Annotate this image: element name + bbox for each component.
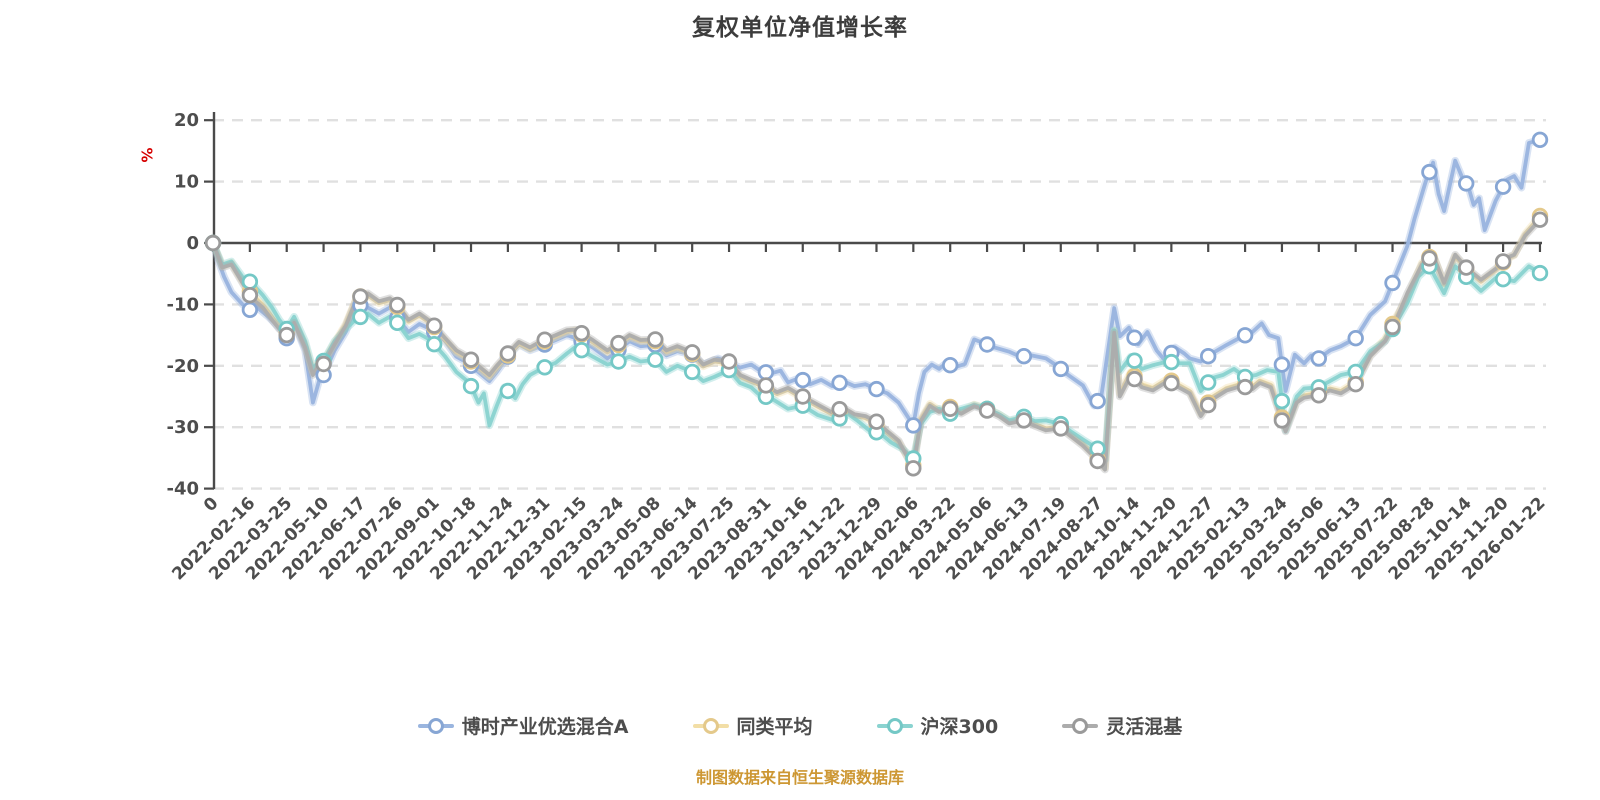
legend-label: 沪深300 bbox=[920, 716, 999, 738]
svg-text:-40: -40 bbox=[166, 479, 199, 500]
legend-item-category-average[interactable]: 同类平均 bbox=[692, 712, 813, 739]
y-axis: 20 10 0 -10 -20 -30 -40 bbox=[166, 110, 216, 500]
svg-text:-30: -30 bbox=[166, 417, 199, 438]
svg-text:10: 10 bbox=[174, 172, 199, 193]
line-marker-icon bbox=[692, 717, 729, 734]
legend: 博时产业优选混合A 同类平均 沪深300 灵活混基 bbox=[0, 712, 1600, 739]
legend-label: 同类平均 bbox=[736, 716, 813, 738]
legend-item-flexible-mixed[interactable]: 灵活混基 bbox=[1062, 712, 1182, 739]
legend-label: 灵活混基 bbox=[1106, 716, 1183, 738]
series-markers bbox=[204, 131, 1549, 477]
x-axis bbox=[211, 241, 1542, 252]
line-marker-icon bbox=[1062, 717, 1099, 734]
legend-label: 博时产业优选混合A bbox=[461, 716, 629, 738]
svg-text:0: 0 bbox=[186, 233, 199, 254]
svg-text:0: 0 bbox=[200, 493, 223, 516]
data-source-note: 制图数据来自恒生聚源数据库 bbox=[695, 768, 904, 787]
legend-item-fund[interactable]: 博时产业优选混合A bbox=[417, 712, 629, 739]
legend-item-csi300[interactable]: 沪深300 bbox=[876, 712, 999, 739]
svg-text:-10: -10 bbox=[166, 294, 199, 315]
svg-text:20: 20 bbox=[174, 110, 199, 131]
line-marker-icon bbox=[417, 717, 454, 734]
chart-title: 复权单位净值增长率 bbox=[692, 15, 908, 41]
x-axis-labels: 02022-02-162022-03-252022-05-102022-06-1… bbox=[168, 493, 1549, 584]
svg-text:-20: -20 bbox=[166, 356, 199, 377]
line-marker-icon bbox=[876, 717, 913, 734]
